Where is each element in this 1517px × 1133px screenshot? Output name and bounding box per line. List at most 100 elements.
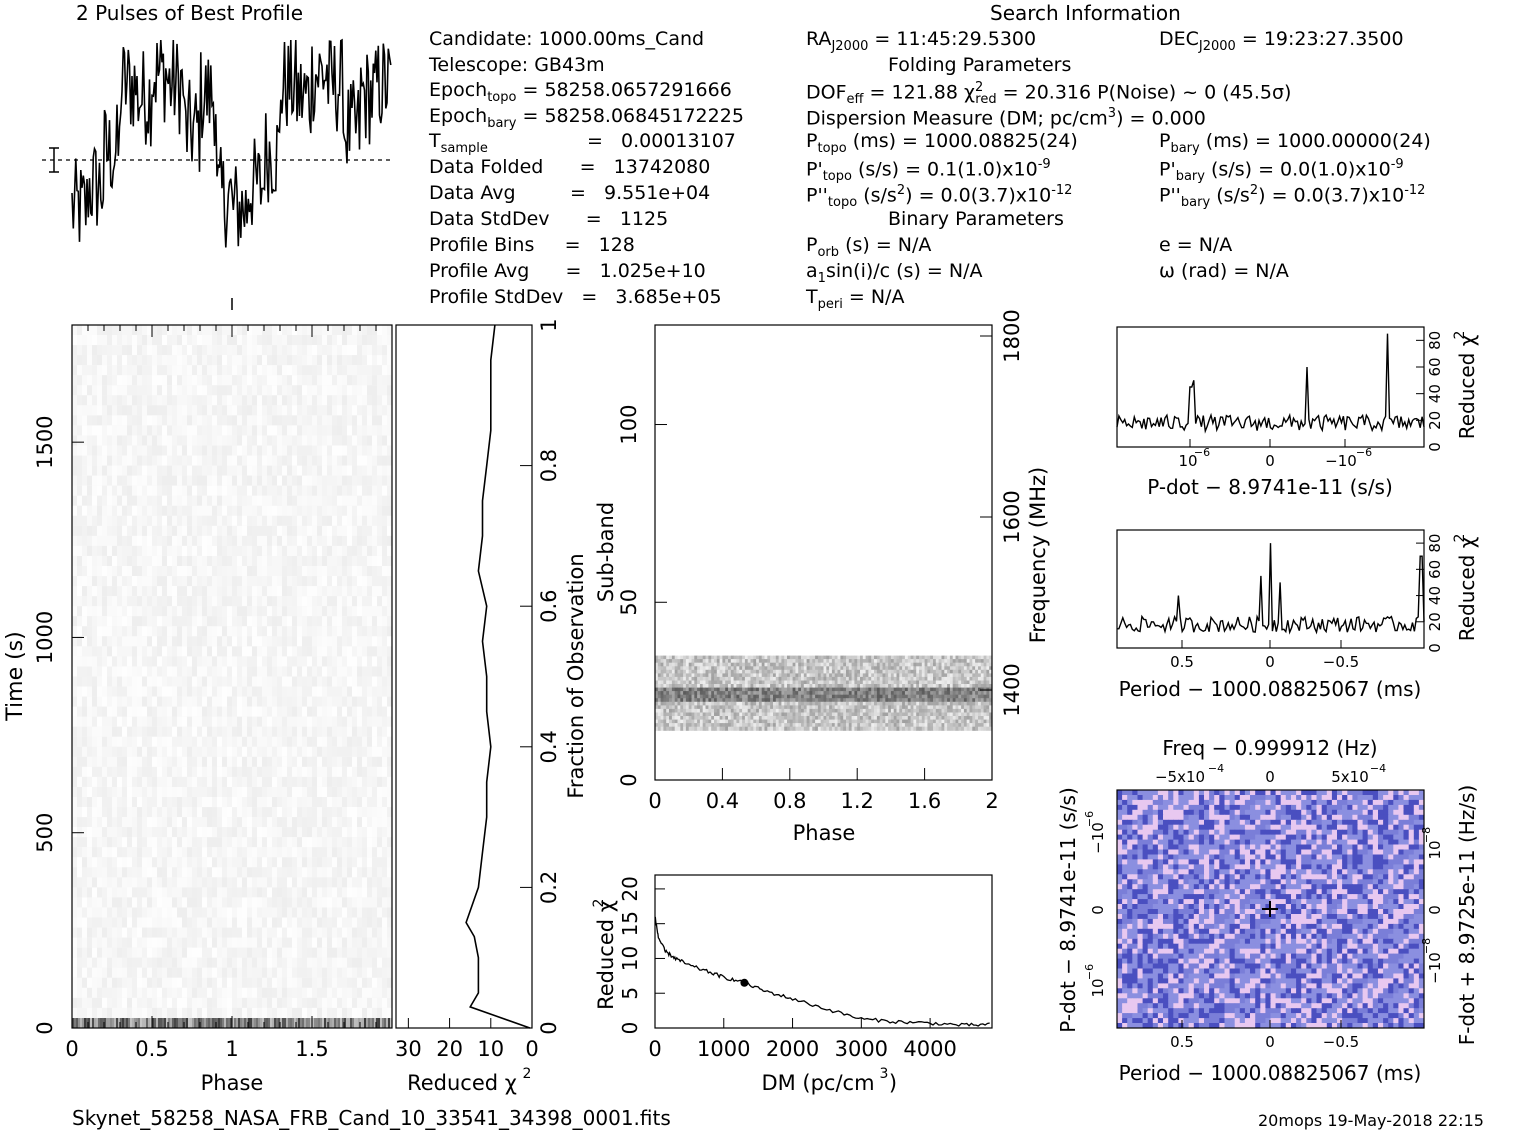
time-phase-cell [357, 515, 363, 526]
time-phase-cell [277, 706, 283, 717]
time-phase-cell [82, 606, 88, 617]
time-phase-cell [162, 515, 168, 526]
time-phase-cell [352, 1007, 358, 1018]
time-phase-cell [257, 726, 263, 737]
time-phase-cell [357, 716, 363, 727]
time-phase-cell [377, 626, 383, 637]
time-phase-cell [322, 817, 328, 828]
subband-cell [697, 659, 701, 664]
time-phase-cell [202, 706, 208, 717]
time-phase-cell [172, 465, 178, 476]
time-phase-cell [262, 947, 268, 958]
time-phase-cell [352, 997, 358, 1008]
time-phase-cell [72, 907, 78, 918]
time-phase-cell [77, 425, 83, 436]
time-phase-cell [317, 947, 323, 958]
time-phase-cell [287, 576, 293, 587]
time-phase-cell [197, 465, 203, 476]
time-phase-cell [227, 877, 233, 888]
time-phase-cell [282, 696, 288, 707]
time-phase-cell [317, 455, 323, 466]
time-phase-cell [152, 756, 158, 767]
time-phase-cell [267, 616, 273, 627]
time-phase-cell [97, 455, 103, 466]
time-phase-cell [227, 566, 233, 577]
time-phase-cell [367, 485, 373, 496]
time-phase-cell [72, 716, 78, 727]
time-phase-cell [102, 817, 108, 828]
time-phase-cell [262, 877, 268, 888]
time-phase-cell [127, 626, 133, 637]
time-phase-cell [227, 666, 233, 677]
time-phase-cell [122, 365, 128, 376]
time-phase-cell [257, 525, 263, 536]
time-phase-cell [217, 756, 223, 767]
time-phase-cell [162, 766, 168, 777]
time-phase-cell [257, 586, 263, 597]
time-phase-cell [227, 837, 233, 848]
time-phase-cell [182, 405, 188, 416]
time-phase-cell [247, 596, 253, 607]
time-phase-cell [247, 455, 253, 466]
time-phase-cell [97, 857, 103, 868]
time-phase-cell [382, 887, 388, 898]
time-phase-cell [157, 335, 163, 346]
time-phase-cell [182, 636, 188, 647]
subband-cell [747, 659, 751, 664]
time-phase-cell [342, 877, 348, 888]
time-phase-cell [377, 837, 383, 848]
time-phase-cell [172, 766, 178, 777]
time-phase-cell [232, 556, 238, 567]
time-phase-cell [312, 355, 318, 366]
time-phase-cell [312, 726, 318, 737]
time-phase-cell [292, 776, 298, 787]
time-phase-cell [277, 867, 283, 878]
subband-cell [829, 659, 833, 664]
time-phase-cell [172, 746, 178, 757]
time-phase-cell [277, 676, 283, 687]
time-phase-cell [97, 475, 103, 486]
time-phase-cell [142, 726, 148, 737]
time-phase-cell [77, 616, 83, 627]
time-phase-cell [227, 957, 233, 968]
time-phase-cell [237, 736, 243, 747]
subband-cell [857, 655, 861, 660]
time-phase-cell [297, 666, 303, 677]
time-phase-cell [347, 817, 353, 828]
time-phase-cell [312, 325, 318, 336]
time-phase-cell [222, 345, 228, 356]
subband-cell [823, 655, 827, 660]
time-phase-bottom-band [168, 1018, 170, 1028]
time-phase-cell [107, 756, 113, 767]
time-phase-cell [117, 776, 123, 787]
time-phase-cell [227, 535, 233, 546]
time-phase-cell [217, 505, 223, 516]
time-phase-cell [242, 576, 248, 587]
time-phase-cell [262, 987, 268, 998]
time-phase-cell [292, 957, 298, 968]
time-phase-cell [357, 395, 363, 406]
time-phase-cell [317, 977, 323, 988]
time-phase-cell [312, 927, 318, 938]
time-phase-cell [242, 636, 248, 647]
time-phase-cell [302, 937, 308, 948]
time-phase-cell [82, 897, 88, 908]
time-phase-cell [347, 837, 353, 848]
time-phase-bottom-band [228, 1018, 230, 1028]
time-phase-cell [127, 525, 133, 536]
time-phase-cell [272, 475, 278, 486]
subband-cell [677, 662, 681, 667]
time-phase-cell [112, 897, 118, 908]
time-phase-cell [347, 606, 353, 617]
time-phase-cell [92, 335, 98, 346]
time-phase-cell [377, 756, 383, 767]
time-phase-cell [127, 586, 133, 597]
time-phase-cell [352, 636, 358, 647]
time-phase-cell [172, 455, 178, 466]
time-phase-cell [222, 867, 228, 878]
time-phase-cell [357, 877, 363, 888]
time-phase-cell [302, 977, 308, 988]
time-phase-cell [127, 837, 133, 848]
time-phase-cell [367, 365, 373, 376]
